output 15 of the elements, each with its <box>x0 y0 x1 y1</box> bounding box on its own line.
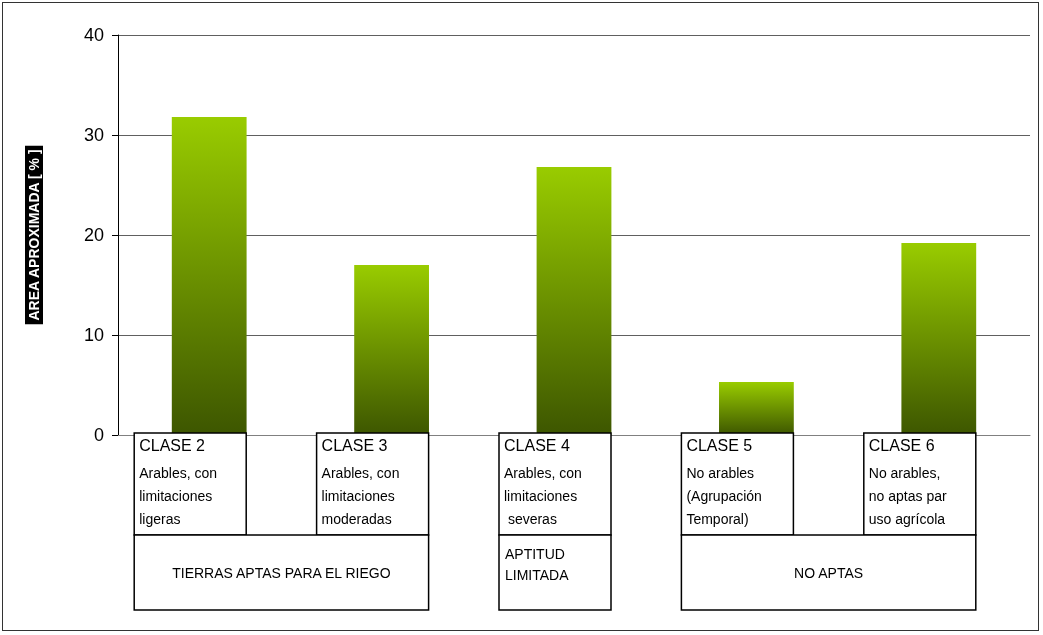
x-tick-label: CLASE 4 Arables, con limitaciones severas <box>504 436 582 527</box>
x-tick-label: CLASE 6 No arables, no aptas par uso agrícola <box>868 436 947 527</box>
x-tick-label: CLASE 5 No arables (Agrupación Temporal) <box>686 436 762 527</box>
y-tick-label: 30 <box>83 125 104 145</box>
y-axis-title: AREA APROXIMADA [ % ] <box>26 149 42 321</box>
bar <box>719 382 794 435</box>
y-tick-label: 40 <box>83 25 104 45</box>
y-tick-label: 20 <box>83 225 104 245</box>
y-tick-label: 10 <box>83 325 104 345</box>
x-tick-label: CLASE 3 Arables, con limitaciones moderadas <box>321 436 400 527</box>
text: APTITUD LIMITADA <box>505 545 570 583</box>
text: NO APTAS <box>794 564 864 581</box>
text: TIERRAS APTAS PARA EL RIEGO <box>172 564 391 581</box>
y-tick-label: 0 <box>93 425 104 445</box>
x-tick-label: CLASE 2 Arables, con limitaciones ligeras <box>139 436 218 527</box>
